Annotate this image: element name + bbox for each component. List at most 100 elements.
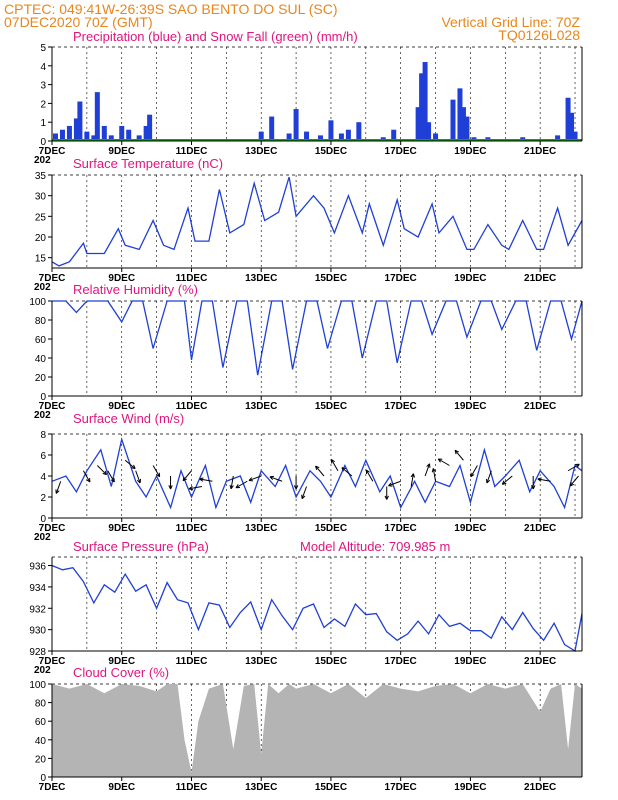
wind-arrow-head (537, 478, 542, 482)
wind-arrow-head (235, 484, 239, 489)
temperature-xtick-label: 15DEC (315, 273, 347, 284)
wind-arrow-head (454, 450, 457, 455)
wind-xtick-label: 17DEC (385, 523, 417, 534)
wind-arrow-head (229, 484, 232, 489)
cloud-xtick-label: 19DEC (454, 782, 486, 793)
wind-arrow (82, 470, 91, 483)
wind-panel: Surface Wind (m/s) 0 2 4 6 8 7DEC 9DEC 11DEC 13DE… (34, 411, 583, 543)
wind-arrow-head (366, 469, 370, 473)
wind-arrow (230, 475, 234, 489)
wind-xtick-label: 7DEC (39, 523, 66, 534)
wind-ytick-label: 0 (40, 514, 46, 525)
header-vertical-grid: Vertical Grid Line: 70Z (441, 14, 580, 30)
precip-bar (317, 135, 323, 141)
cloud-area (52, 684, 582, 777)
wind-title: Surface Wind (m/s) (73, 411, 184, 426)
wind-arrow-head (136, 479, 141, 484)
wind-arrow-head (530, 485, 534, 490)
wind-arrow-head (133, 464, 136, 469)
wind-arrow (388, 480, 401, 487)
wind-arrow-head (188, 486, 193, 490)
cloud-xtick-label: 15DEC (315, 782, 347, 793)
precip-title: Precipitation (blue) and Snow Fall (gree… (73, 29, 358, 44)
precip-bar (460, 107, 466, 141)
wind-arrow-head (331, 459, 336, 463)
wind-arrow-head (569, 483, 575, 487)
pressure-panel: Surface Pressure (hPa) Model Altitude: 70… (29, 539, 583, 676)
wind-arrow (569, 475, 579, 487)
humidity-ytick-label: 0 (40, 392, 46, 403)
precip-bar (572, 131, 578, 141)
temperature-panel: Surface Temperature (nC) 15 20 25 30 35 7DEC 9D… (34, 156, 583, 293)
cloud-xtick-label: 21DEC (524, 782, 556, 793)
precip-xtick-label: 15DEC (315, 146, 347, 157)
wind-arrow (96, 465, 107, 476)
wind-arrow-head (410, 473, 414, 478)
pressure-xtick-label: 13DEC (245, 656, 277, 667)
wind-arrow-head (86, 479, 91, 483)
wind-ytick-label: 6 (40, 451, 46, 462)
wind-arrow-head (501, 480, 505, 485)
precip-ytick-label: 1 (40, 118, 46, 129)
wind-arrow-head (437, 458, 441, 463)
wind-arrow-head (388, 482, 392, 487)
humidity-line (52, 300, 583, 376)
humidity-ytick-label: 20 (35, 373, 47, 384)
precip-bar (119, 125, 125, 141)
pressure-xtick-label: 19DEC (454, 656, 486, 667)
temperature-ytick-label: 25 (35, 212, 47, 223)
wind-arrow (235, 480, 248, 489)
humidity-xtick-label: 13DEC (245, 401, 277, 412)
humidity-ytick-label: 60 (35, 335, 47, 346)
precip-bar (565, 97, 571, 141)
precip-xtick-label: 19DEC (454, 146, 486, 157)
cloud-title: Cloud Cover (%) (73, 665, 169, 680)
pressure-xtick-label: 15DEC (315, 656, 347, 667)
humidity-xtick-label: 9DEC (108, 401, 135, 412)
humidity-ytick-label: 40 (35, 354, 47, 365)
wind-arrow (107, 470, 115, 483)
wind-arrow (341, 467, 353, 477)
wind-arrow (454, 449, 464, 461)
precip-bar (147, 114, 153, 141)
precip-panel: Precipitation (blue) and Snow Fall (gree… (34, 29, 583, 166)
wind-arrow (437, 458, 450, 466)
pressure-xtick-label: 9DEC (108, 656, 135, 667)
temperature-title: Surface Temperature (nC) (73, 156, 223, 171)
temperature-ytick-label: 30 (35, 192, 47, 203)
wind-arrow-head (199, 478, 204, 482)
cloud-xtick-label: 7DEC (39, 782, 66, 793)
wind-arrow (432, 468, 437, 482)
wind-arrow-head (384, 495, 388, 500)
wind-arrow-head (199, 477, 204, 480)
header-model-code: TQ0126L028 (498, 27, 580, 43)
wind-arrow (315, 465, 325, 477)
wind-arrow-head (470, 474, 475, 478)
precip-bar (84, 131, 90, 141)
temperature-xtick-label: 9DEC (108, 273, 135, 284)
cloud-ytick-label: 40 (35, 736, 47, 747)
pressure-title: Surface Pressure (hPa) (73, 539, 209, 554)
humidity-xtick-label: 11DEC (176, 401, 208, 412)
wind-arrow-head (156, 474, 160, 478)
wind-arrow-head (315, 465, 318, 471)
humidity-xtick-label: 21DEC (524, 401, 556, 412)
precip-bar (426, 122, 432, 141)
temperature-xtick-label: 13DEC (245, 273, 277, 284)
wind-arrow-head (386, 495, 389, 500)
humidity-panel: Relative Humidity (%) 0 20 40 60 80 100 7DEC 9DE… (29, 282, 583, 421)
temperature-line (51, 176, 583, 267)
wind-arrow-head (55, 490, 60, 494)
wind-arrow-head (170, 485, 173, 490)
precip-bar (286, 133, 292, 141)
temperature-ytick-label: 35 (35, 171, 47, 182)
wind-arrow-head (168, 485, 172, 490)
wind-arrow-head (131, 467, 136, 470)
pressure-ytick-label: 928 (29, 647, 46, 658)
wind-arrow (152, 465, 161, 478)
pressure-ytick-label: 930 (29, 626, 46, 637)
precip-bar (391, 129, 397, 141)
wind-arrow-head (576, 463, 580, 468)
wind-arrow (269, 476, 283, 482)
wind-arrow-head (295, 485, 299, 490)
